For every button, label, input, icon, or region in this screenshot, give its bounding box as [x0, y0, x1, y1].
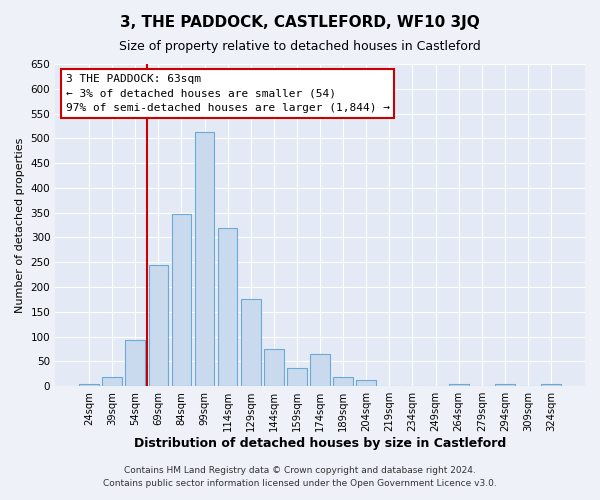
- X-axis label: Distribution of detached houses by size in Castleford: Distribution of detached houses by size …: [134, 437, 506, 450]
- Text: Contains HM Land Registry data © Crown copyright and database right 2024.
Contai: Contains HM Land Registry data © Crown c…: [103, 466, 497, 487]
- Bar: [79, 384, 99, 386]
- Text: 3 THE PADDOCK: 63sqm
← 3% of detached houses are smaller (54)
97% of semi-detach: 3 THE PADDOCK: 63sqm ← 3% of detached ho…: [66, 74, 390, 114]
- Bar: [356, 380, 376, 386]
- Y-axis label: Number of detached properties: Number of detached properties: [15, 138, 25, 313]
- Bar: [495, 384, 515, 386]
- Bar: [310, 354, 330, 386]
- Text: Size of property relative to detached houses in Castleford: Size of property relative to detached ho…: [119, 40, 481, 53]
- Bar: [125, 340, 145, 386]
- Bar: [334, 378, 353, 386]
- Bar: [287, 368, 307, 386]
- Bar: [241, 300, 260, 386]
- Bar: [172, 214, 191, 386]
- Bar: [449, 384, 469, 386]
- Bar: [195, 132, 214, 386]
- Bar: [541, 384, 561, 386]
- Bar: [149, 265, 168, 386]
- Text: 3, THE PADDOCK, CASTLEFORD, WF10 3JQ: 3, THE PADDOCK, CASTLEFORD, WF10 3JQ: [120, 15, 480, 30]
- Bar: [264, 349, 284, 386]
- Bar: [218, 228, 238, 386]
- Bar: [103, 378, 122, 386]
